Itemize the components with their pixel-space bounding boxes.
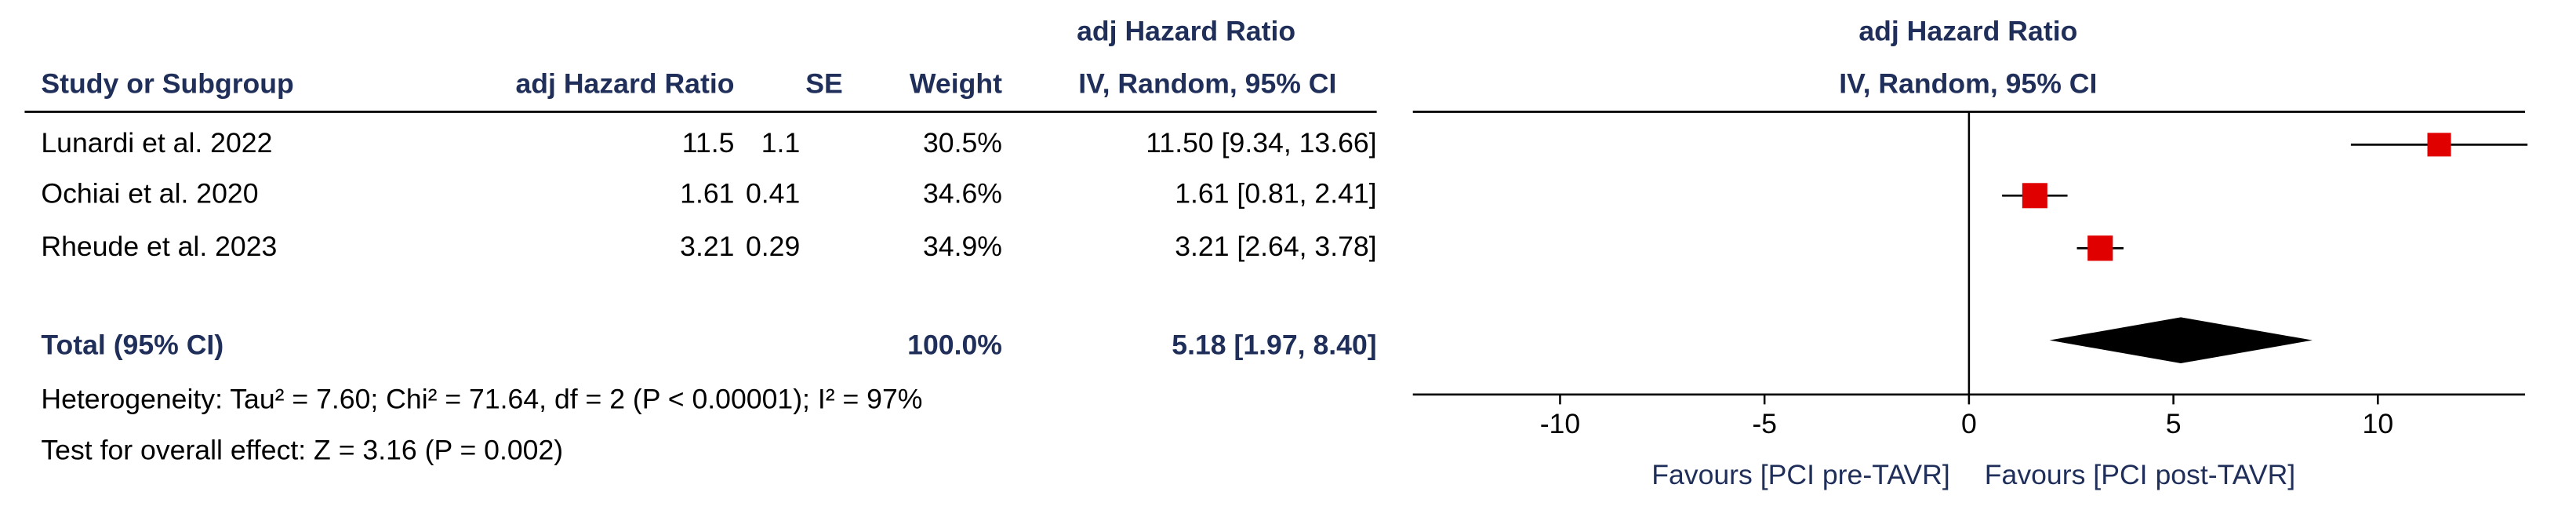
ci-value: 1.61 [0.81, 2.41] xyxy=(1175,178,1376,209)
se-value: 1.1 xyxy=(761,127,801,158)
weight-value: 34.6% xyxy=(923,178,1002,209)
overall-effect: Test for overall effect: Z = 3.16 (P = 0… xyxy=(41,435,563,466)
hr-value: 3.21 xyxy=(680,231,734,262)
study-square xyxy=(2022,183,2047,209)
study-name: Lunardi et al. 2022 xyxy=(41,127,272,158)
ci-method: IV, Random, 95% CI xyxy=(1078,67,1336,99)
plot-method: IV, Random, 95% CI xyxy=(1839,67,2097,99)
weight-value: 30.5% xyxy=(923,127,1002,158)
hr-value: 1.61 xyxy=(680,178,734,209)
study-square xyxy=(2087,235,2113,261)
x-tick-label: 10 xyxy=(2363,408,2394,439)
se-value: 0.41 xyxy=(746,178,800,209)
total-label: Total (95% CI) xyxy=(41,329,223,360)
ci-title: adj Hazard Ratio xyxy=(1077,15,1295,46)
x-tick-label: -5 xyxy=(1752,408,1777,439)
ci-value: 3.21 [2.64, 3.78] xyxy=(1175,231,1376,262)
favours-left: Favours [PCI pre-TAVR] xyxy=(1651,459,1950,490)
study-header: Study or Subgroup xyxy=(41,67,293,99)
total-ci: 5.18 [1.97, 8.40] xyxy=(1172,329,1376,360)
total-diamond xyxy=(2049,317,2313,363)
ci-value: 11.50 [9.34, 13.66] xyxy=(1146,127,1376,158)
hr-header: adj Hazard Ratio xyxy=(515,67,734,99)
se-header: SE xyxy=(805,67,843,99)
x-tick-label: 0 xyxy=(1961,408,1977,439)
x-tick-label: -10 xyxy=(1540,408,1580,439)
weight-value: 34.9% xyxy=(923,231,1002,262)
heterogeneity: Heterogeneity: Tau² = 7.60; Chi² = 71.64… xyxy=(41,384,922,415)
study-name: Ochiai et al. 2020 xyxy=(41,178,258,209)
study-name: Rheude et al. 2023 xyxy=(41,231,277,262)
x-tick-label: 5 xyxy=(2166,408,2182,439)
total-weight: 100.0% xyxy=(907,329,1002,360)
study-square xyxy=(2427,133,2451,157)
se-value: 0.29 xyxy=(746,231,800,262)
plot-title: adj Hazard Ratio xyxy=(1858,15,2077,46)
favours-right: Favours [PCI post-TAVR] xyxy=(1985,459,2295,490)
hr-value: 11.5 xyxy=(682,127,735,158)
weight-header: Weight xyxy=(910,67,1002,99)
